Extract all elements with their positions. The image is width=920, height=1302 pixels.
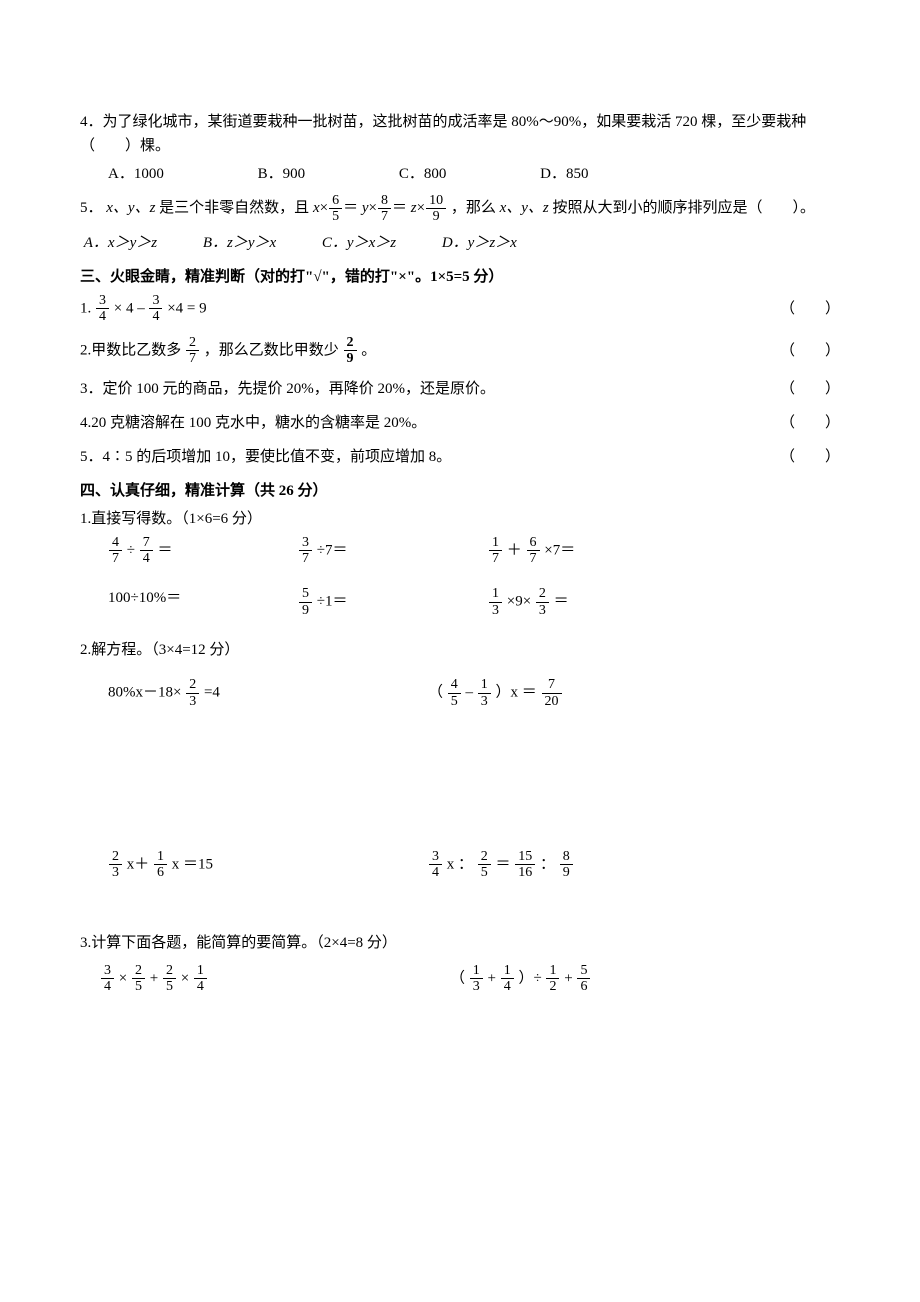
j2-prefix: 2.甲数比乙数多 [80, 342, 181, 358]
judge2: 2.甲数比乙数多 27 ，那么乙数比甲数少 29 。 （ ） [80, 335, 840, 367]
calc3-row: 34 × 25 + 25 × 14 （ 13 + 14 ）÷ 12 + 56 [80, 963, 840, 995]
eq-row2: 23 x＋ 16 x ＝15 34 x ： 25 ＝ 1516 ： 89 [80, 849, 840, 881]
c4: 100÷10%＝ [108, 586, 298, 618]
j2-f1: 27 [186, 335, 199, 367]
q5-y1: y [362, 200, 369, 216]
q5-text: 5． x、y、z 是三个非零自然数，且 x×65＝ y×87＝ z×109 ，那… [80, 192, 840, 225]
j3-paren: （ ） [740, 377, 840, 401]
q5-vars2: x、y、z [500, 200, 549, 216]
q4-opt-c: C．800 [399, 162, 447, 186]
q5-t1: 是三个非零自然数，且 [159, 200, 313, 216]
p1: 34 × 25 + 25 × 14 [100, 963, 450, 995]
section3-title: 三、火眼金睛，精准判断（对的打"√"，错的打"×"。1×5=5 分） [80, 265, 840, 289]
c3: 17 ＋ 67 ×7＝ [488, 535, 678, 567]
j1-mid: × 4 – [114, 300, 145, 316]
judge5: 5．4∶5 的后项增加 10，要使比值不变，前项应增加 8。 （ ） [80, 445, 840, 469]
e1: 80%x－18× 23 =4 [108, 677, 428, 709]
eq-row1: 80%x－18× 23 =4 （ 45 – 13 ）x ＝ 720 [80, 677, 840, 709]
q5-opt-a: A．x＞y＞z [84, 231, 157, 255]
q5-options: A．x＞y＞z B．z＞y＞x C．y＞x＞z D．y＞z＞x [80, 231, 840, 255]
q4-opt-a: A．1000 [108, 162, 164, 186]
calc-row1: 47 ÷ 74 ＝ 37 ÷7＝ 17 ＋ 67 ×7＝ [80, 535, 840, 567]
section4-sub1: 1.直接写得数。（1×6=6 分） [80, 507, 840, 531]
q5-eq1: ＝ [343, 200, 358, 216]
e3: 23 x＋ 16 x ＝15 [108, 849, 428, 881]
judge4: 4.20 克糖溶解在 100 克水中，糖水的含糖率是 20%。 （ ） [80, 411, 840, 435]
c1: 47 ÷ 74 ＝ [108, 535, 298, 567]
q4-text: 4．为了绿化城市，某街道要栽种一批树苗，这批树苗的成活率是 80%～90%，如果… [80, 110, 840, 158]
q5-times3: × [417, 200, 425, 216]
p2: （ 13 + 14 ）÷ 12 + 56 [450, 963, 800, 995]
j1-f2: 34 [149, 293, 162, 325]
j2-paren: （ ） [740, 339, 840, 363]
q5-opt-d: D．y＞z＞x [442, 231, 517, 255]
c5: 59 ÷1＝ [298, 586, 488, 618]
j1-prefix: 1. [80, 300, 91, 316]
j2-f2: 29 [344, 335, 357, 367]
j2-mid: ，那么乙数比甲数少 [204, 342, 339, 358]
judge1: 1. 34 × 4 – 34 ×4 = 9 （ ） [80, 293, 840, 325]
j1-f1: 34 [96, 293, 109, 325]
section4-sub3: 3.计算下面各题，能简算的要简算。（2×4=8 分） [80, 931, 840, 955]
c6: 13 ×9× 23 ＝ [488, 586, 678, 618]
q5-f2: 87 [378, 193, 391, 225]
c2: 37 ÷7＝ [298, 535, 488, 567]
j2-suffix: 。 [361, 342, 376, 358]
j5-paren: （ ） [740, 445, 840, 469]
j5-text: 5．4∶5 的后项增加 10，要使比值不变，前项应增加 8。 [80, 445, 740, 469]
q5-vars1: x、y、z [106, 200, 155, 216]
q5-x1: x [313, 200, 320, 216]
j4-text: 4.20 克糖溶解在 100 克水中，糖水的含糖率是 20%。 [80, 411, 740, 435]
section4-sub2: 2.解方程。（3×4=12 分） [80, 638, 840, 662]
q5-opt-b: B．z＞y＞x [203, 231, 276, 255]
judge3: 3．定价 100 元的商品，先提价 20%，再降价 20%，还是原价。 （ ） [80, 377, 840, 401]
q5-prefix: 5． [80, 200, 103, 216]
q4-opt-b: B．900 [258, 162, 306, 186]
section4-title: 四、认真仔细，精准计算（共 26 分） [80, 479, 840, 503]
j4-paren: （ ） [740, 411, 840, 435]
calc-row2: 100÷10%＝ 59 ÷1＝ 13 ×9× 23 ＝ [80, 586, 840, 618]
q5-f3: 109 [426, 193, 446, 225]
q5-times2: × [369, 200, 377, 216]
q5-t2: ，那么 [451, 200, 500, 216]
e2: （ 45 – 13 ）x ＝ 720 [428, 677, 748, 709]
q5-f1: 65 [329, 193, 342, 225]
q5-t3: 按照从大到小的顺序排列应是（ ）。 [552, 200, 815, 216]
q4-opt-d: D．850 [540, 162, 588, 186]
j3-text: 3．定价 100 元的商品，先提价 20%，再降价 20%，还是原价。 [80, 377, 740, 401]
j1-suffix: ×4 = 9 [167, 300, 206, 316]
q5-times1: × [320, 200, 328, 216]
e4: 34 x ： 25 ＝ 1516 ： 89 [428, 849, 748, 881]
j1-paren: （ ） [740, 297, 840, 321]
q5-opt-c: C．y＞x＞z [322, 231, 396, 255]
q4-options: A．1000 B．900 C．800 D．850 [80, 162, 840, 186]
q5-eq2: ＝ [392, 200, 407, 216]
